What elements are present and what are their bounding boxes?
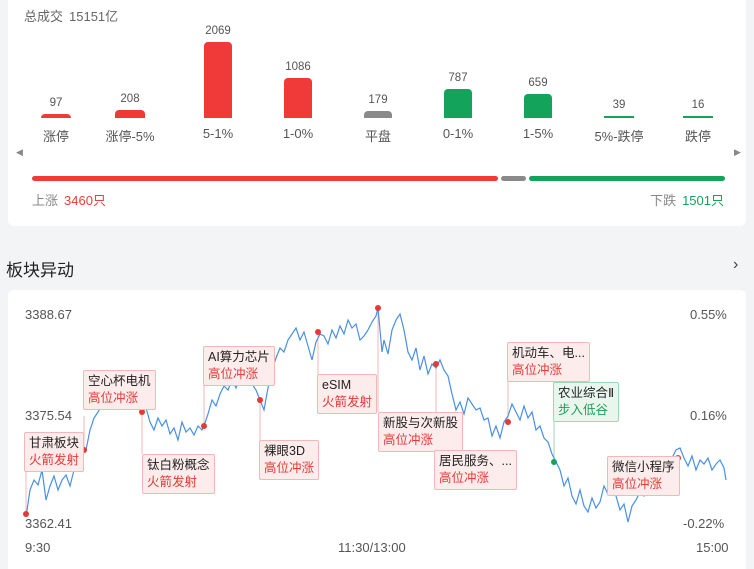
down-label: 下跌 [650,193,677,208]
event-tag[interactable]: 新股与次新股 高位冲涨 [378,412,464,452]
bar-label: 1-5% [522,126,554,141]
event-dot [315,329,321,335]
bar-label: 平盘 [364,129,391,144]
bar [444,89,472,118]
y-left-bottom: 3362.41 [25,516,72,531]
bar-value: 659 [528,76,548,89]
market-overview-card: 总成交 15151亿 97 涨停 208 涨停-5% 2069 5-1% 1086 1-0% 17… [8,0,746,226]
sector-movement-chart-card[interactable]: 3388.67 3375.54 3362.41 0.55% 0.16% -0.2… [8,290,746,569]
up-count: 上涨 3460只 [32,190,106,209]
bar-value: 39 [612,99,626,111]
bar-label: 涨停-5% [105,129,155,144]
event-dot [505,419,511,425]
total-turnover-label: 总成交 [24,9,64,24]
bar [204,42,232,118]
bar-value: 179 [368,94,388,107]
bar-label: 跌停 [684,129,711,144]
event-dot [551,459,557,465]
y-right-mid: 0.16% [690,408,727,423]
event-dot [23,511,29,517]
down-value: 1501只 [682,193,724,208]
bar-value: 97 [49,97,63,109]
x-mid: 11:30/13:00 [338,540,406,555]
event-tag[interactable]: 裸眼3D 高位冲涨 [259,440,320,480]
bar [41,114,71,118]
event-tag[interactable]: 甘肃板块 火箭发射 [24,432,85,472]
up-ratio-bar [32,176,499,181]
chevron-right-icon[interactable]: › [733,256,739,273]
bar-value: 16 [691,99,705,111]
down-ratio-bar [528,176,725,181]
event-tag[interactable]: AI算力芯片 高位冲涨 [203,346,275,386]
bar-label: 1-0% [282,126,314,141]
bar-value: 787 [448,72,468,85]
event-tag[interactable]: 居民服务、... 高位冲涨 [434,450,517,490]
bar [604,116,634,118]
bar-value: 2069 [205,25,231,37]
total-turnover-value: 15151亿 [69,9,119,24]
bar-label: 5%-跌停 [594,129,644,144]
event-dot [375,305,381,311]
flat-ratio-bar [501,176,526,181]
event-tag[interactable]: 农业综合Ⅱ 步入低谷 [553,382,620,422]
up-value: 3460只 [64,193,106,208]
event-tag[interactable]: 机动车、电... 高位冲涨 [507,342,590,382]
bar-label: 涨停 [42,129,69,144]
section-title: 板块异动 [6,261,74,280]
scroll-right-icon[interactable]: ▶ [734,147,741,157]
event-tag[interactable]: eSIM 火箭发射 [317,374,378,414]
bar-value: 1086 [285,61,311,74]
event-dot [433,361,439,367]
total-turnover: 总成交 15151亿 [24,6,118,25]
bar [364,111,392,118]
bar [524,93,552,118]
y-right-bottom: -0.22% [683,516,725,531]
y-left-mid: 3375.54 [25,408,72,423]
y-right-top: 0.55% [690,307,727,322]
event-tag[interactable]: 微信小程序 高位冲涨 [607,456,680,496]
y-left-top: 3388.67 [25,307,72,322]
x-end: 15:00 [696,540,729,555]
up-label: 上涨 [32,193,59,208]
event-tag[interactable]: 钛白粉概念 火箭发射 [142,454,215,494]
distribution-bars: 97 涨停 208 涨停-5% 2069 5-1% 1086 1-0% 179 平盘 787 0-1%… [8,0,746,150]
event-dot [139,409,145,415]
x-start: 9:30 [25,540,51,555]
bar [683,116,713,118]
event-tag[interactable]: 空心杯电机 高位冲涨 [83,370,156,410]
event-dot [201,423,207,429]
bar-label: 0-1% [442,126,474,141]
bar-value: 208 [120,93,140,106]
bar [284,78,312,118]
intraday-chart [23,305,727,523]
event-dot [257,397,263,403]
down-count: 下跌 1501只 [650,190,724,209]
bar-label: 5-1% [202,126,234,141]
scroll-left-icon[interactable]: ◀ [16,147,23,157]
bar [115,110,145,118]
